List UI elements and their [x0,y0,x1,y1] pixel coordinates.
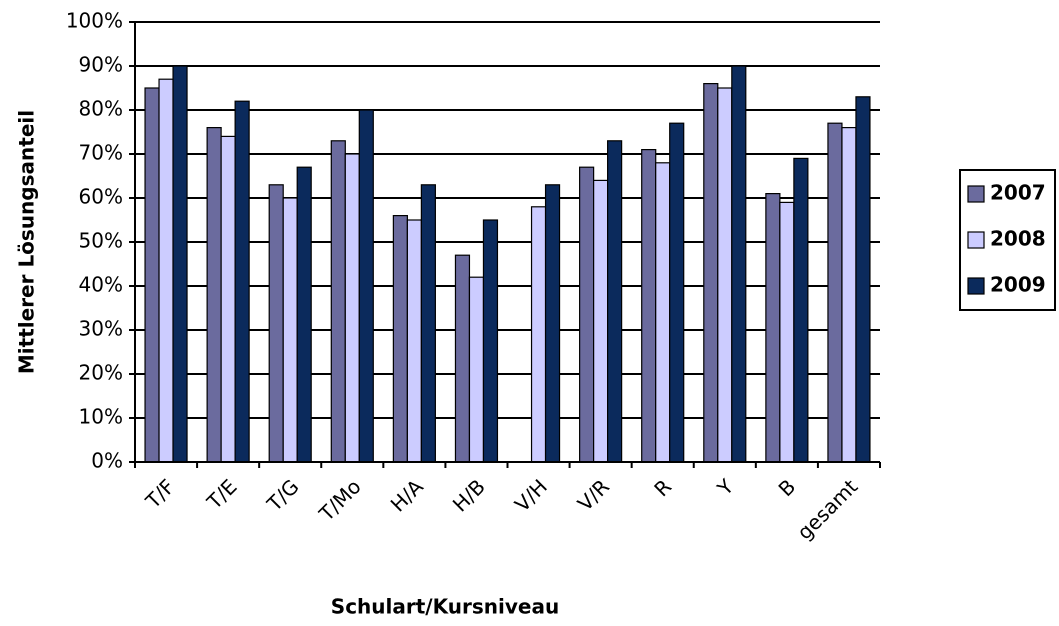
bar [841,126,857,463]
x-tick-label: Y [712,474,739,501]
legend-swatch [967,185,985,203]
bar [641,149,657,463]
x-tick-label: T/Mo [314,474,366,526]
bar [717,87,733,463]
bar [406,219,422,463]
bar [220,135,236,463]
bar [530,206,547,463]
legend-label: 2009 [990,273,1046,297]
bar [731,65,747,463]
bar [579,166,595,463]
y-tick-label: 80% [79,97,123,121]
y-tick-label: 70% [79,141,123,165]
bar [827,122,843,463]
y-tick-label: 10% [79,405,123,429]
bar [703,82,719,463]
bar [655,162,671,463]
bar [330,140,346,463]
x-tick-label: V/H [510,474,552,516]
x-tick-label: T/G [262,474,304,516]
bar [206,126,222,463]
y-tick-label: 20% [79,361,123,385]
x-tick-label: R [649,474,676,501]
bar [296,166,312,463]
x-tick-label: H/A [386,474,428,516]
bar [669,122,685,463]
y-tick-label: 100% [66,9,123,33]
x-tick-label: V/R [573,474,614,515]
bar [593,179,609,463]
y-tick-label: 30% [79,317,123,341]
bar [544,184,561,463]
x-axis-title: Schulart/Kursniveau [331,595,559,619]
legend-swatch [967,231,985,249]
x-tick-label: gesamt [792,474,862,544]
bar [454,254,471,463]
bar [344,153,360,463]
bar [282,197,298,463]
legend-swatch [967,277,985,295]
x-tick-label: B [774,474,801,501]
bar [793,157,809,463]
bar [158,78,174,463]
bar [358,109,374,463]
y-tick-label: 40% [79,273,123,297]
legend-label: 2007 [990,181,1046,205]
bar [420,184,436,463]
bar [607,140,623,463]
bar [392,215,408,463]
x-tick-label: H/B [448,474,490,516]
bar [765,193,781,463]
bar [172,65,188,463]
bar [482,219,499,463]
x-tick-label: T/F [140,474,179,513]
y-tick-label: 50% [79,229,123,253]
x-tick-label: T/E [202,474,242,514]
y-tick-label: 90% [79,53,123,77]
bar [268,184,284,463]
bar [779,201,795,463]
y-axis-title: Mittlerer Lösungsanteil [15,110,39,374]
y-tick-label: 0% [91,449,123,473]
bar [144,87,160,463]
y-tick-label: 60% [79,185,123,209]
bar [855,96,871,463]
bar [234,100,250,463]
legend-label: 2008 [990,227,1046,251]
bar [468,276,485,463]
